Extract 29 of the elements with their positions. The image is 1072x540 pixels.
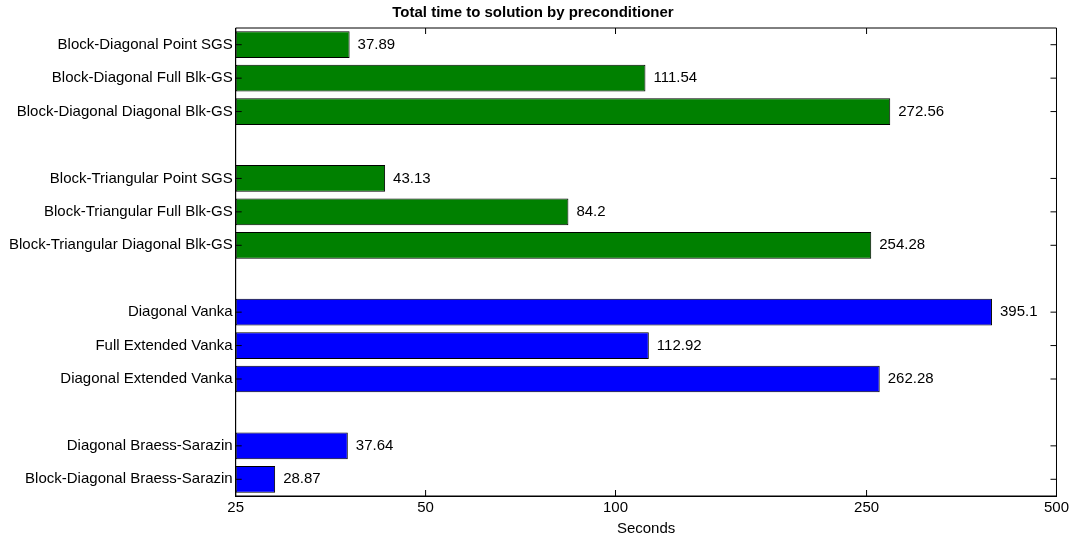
x-axis-title: Seconds [616, 519, 676, 537]
data-label: 43.13 [393, 168, 431, 186]
data-label: 395.1 [999, 302, 1038, 320]
data-label: 37.89 [357, 34, 396, 52]
y-tick-label: Block-Diagonal Braess-Sarazin [25, 469, 233, 487]
data-label: 262.28 [887, 369, 934, 387]
data-label: 111.54 [653, 68, 698, 86]
y-tick-label: Block-Diagonal Point SGS [57, 34, 233, 52]
y-tick-label: Block-Triangular Point SGS [49, 168, 233, 186]
x-tick-label: 25 [227, 498, 245, 516]
y-tick-label: Full Extended Vanka [95, 335, 234, 353]
data-label: 37.64 [355, 436, 394, 453]
data-label: 84.2 [576, 202, 606, 219]
y-tick-label: Diagonal Vanka [127, 302, 234, 320]
data-label: 112.92 [656, 335, 702, 353]
y-tick-label: Block-Triangular Full Blk-GS [44, 202, 233, 219]
y-tick-label: Diagonal Braess-Sarazin [66, 436, 233, 453]
x-tick-label: 50 [417, 498, 434, 516]
x-tick-label: 250 [854, 498, 880, 516]
data-label: 254.28 [879, 235, 926, 253]
y-tick-label: Block-Diagonal Diagonal Blk-GS [16, 101, 233, 119]
chart-title: Total time to solution by preconditioner [392, 3, 674, 21]
x-tick-label: 100 [603, 498, 629, 516]
y-tick-label: Diagonal Extended Vanka [60, 369, 234, 387]
y-tick-label: Block-Diagonal Full Blk-GS [51, 68, 233, 86]
data-label: 28.87 [283, 469, 321, 487]
y-tick-label: Block-Triangular Diagonal Blk-GS [8, 235, 233, 253]
data-label: 272.56 [898, 101, 945, 119]
x-tick-label: 500 [1043, 498, 1069, 516]
